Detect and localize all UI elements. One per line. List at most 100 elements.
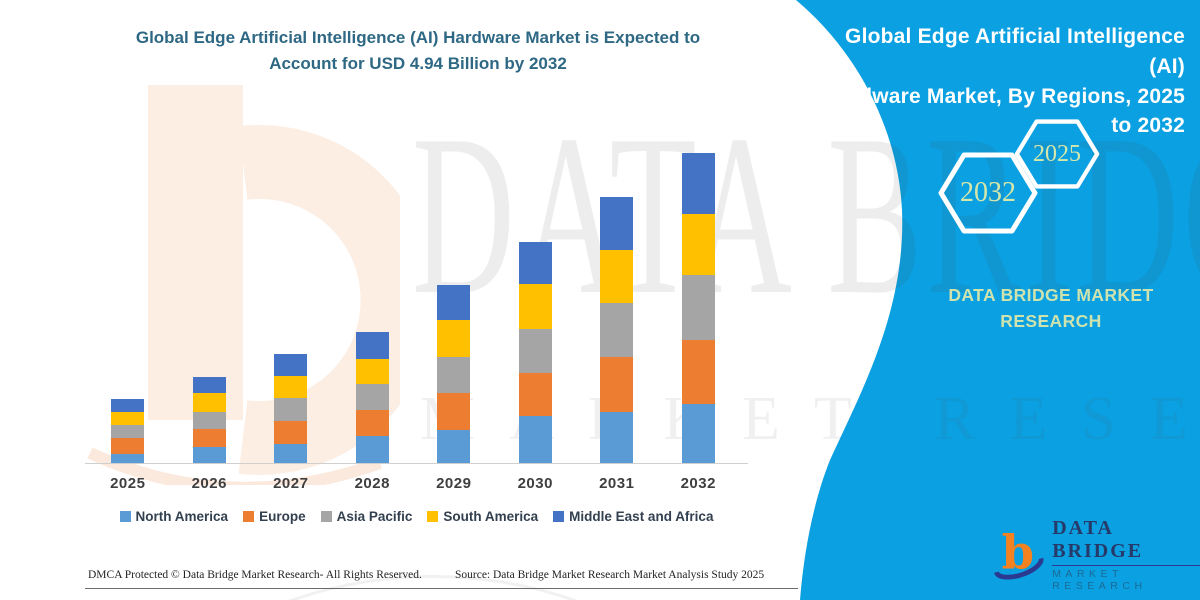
legend-label: Middle East and Africa bbox=[569, 509, 714, 524]
bar-column-2031 bbox=[576, 140, 658, 463]
bar-segment-north-america bbox=[518, 415, 552, 463]
chart-headline: Global Edge Artificial Intelligence (AI)… bbox=[88, 25, 748, 76]
bar-column-2032 bbox=[658, 140, 740, 463]
bar-segment-asia-pacific bbox=[518, 329, 552, 374]
logo-text: DATA BRIDGE MARKET RESEARCH bbox=[1052, 517, 1200, 592]
bar-segment-north-america bbox=[681, 404, 715, 463]
bar-segment-asia-pacific bbox=[355, 383, 389, 410]
bar-segment-north-america bbox=[111, 453, 145, 463]
bar-segment-south-america bbox=[192, 393, 226, 412]
x-axis-label-2028: 2028 bbox=[354, 475, 390, 492]
hexagon-2025-label: 2025 bbox=[1033, 140, 1081, 167]
x-axis-label-2027: 2027 bbox=[273, 475, 309, 492]
bar-segment-middle-east-and-africa bbox=[355, 331, 389, 359]
legend-item-north-america: North America bbox=[119, 509, 229, 524]
x-axis-label-2029: 2029 bbox=[436, 475, 472, 492]
bar-segment-north-america bbox=[600, 412, 634, 463]
bar-column-2029 bbox=[413, 140, 495, 463]
legend-swatch-icon bbox=[119, 511, 131, 522]
source-note: Source: Data Bridge Market Research Mark… bbox=[455, 569, 765, 581]
legend-item-asia-pacific: Asia Pacific bbox=[320, 509, 413, 524]
stacked-bar-2026 bbox=[192, 377, 226, 463]
bar-segment-south-america bbox=[681, 213, 715, 275]
bar-segment-asia-pacific bbox=[274, 398, 308, 421]
bar-segment-north-america bbox=[192, 447, 226, 463]
bar-segment-europe bbox=[681, 340, 715, 405]
hexagon-2032: 2032 bbox=[938, 152, 1038, 234]
databridge-logo: b DATA BRIDGE MARKET RESEARCH bbox=[993, 517, 1200, 592]
teal-panel-shape bbox=[796, 0, 1200, 600]
brand-caption-line1: DATA BRIDGE MARKET bbox=[948, 285, 1154, 305]
bar-segment-north-america bbox=[274, 443, 308, 463]
bar-segment-europe bbox=[274, 420, 308, 444]
x-axis-label-2030: 2030 bbox=[517, 475, 553, 492]
brand-caption-line2: RESEARCH bbox=[1000, 311, 1102, 332]
bar-column-2025 bbox=[87, 140, 169, 463]
brand-caption: DATA BRIDGE MARKET RESEARCH bbox=[912, 282, 1190, 335]
bar-segment-south-america bbox=[437, 319, 471, 357]
legend-item-middle-east-and-africa: Middle East and Africa bbox=[553, 509, 713, 524]
hexagon-icon bbox=[1014, 119, 1100, 189]
stacked-bar-2031 bbox=[600, 196, 634, 463]
bar-segment-europe bbox=[600, 356, 634, 413]
legend-swatch-icon bbox=[427, 511, 439, 522]
hexagon-2032-label: 2032 bbox=[960, 177, 1016, 208]
logo-name: DATA BRIDGE bbox=[1052, 517, 1200, 566]
legend-label: Asia Pacific bbox=[336, 509, 413, 524]
bar-segment-middle-east-and-africa bbox=[437, 284, 471, 320]
bar-segment-europe bbox=[518, 373, 552, 416]
bar-segment-south-america bbox=[274, 375, 308, 399]
bar-column-2028 bbox=[332, 140, 414, 463]
bar-segment-south-america bbox=[518, 284, 552, 330]
hexagon-icon bbox=[938, 152, 1038, 234]
bar-segment-middle-east-and-africa bbox=[600, 196, 634, 251]
legend-label: Europe bbox=[259, 509, 306, 524]
stacked-bar-2027 bbox=[274, 353, 308, 463]
bar-segment-middle-east-and-africa bbox=[192, 377, 226, 394]
bar-segment-europe bbox=[437, 392, 471, 430]
bar-segment-middle-east-and-africa bbox=[111, 399, 145, 412]
right-panel-title-line3: to 2032 bbox=[1111, 114, 1185, 138]
x-axis-label-2032: 2032 bbox=[680, 475, 716, 492]
stacked-bar-2032 bbox=[681, 153, 715, 463]
legend-swatch-icon bbox=[553, 511, 565, 522]
bar-segment-south-america bbox=[111, 411, 145, 426]
legend-swatch-icon bbox=[243, 511, 255, 522]
bar-segment-asia-pacific bbox=[111, 425, 145, 438]
bar-segment-asia-pacific bbox=[681, 274, 715, 341]
bar-segment-asia-pacific bbox=[600, 303, 634, 357]
stacked-bar-2029 bbox=[437, 284, 471, 463]
bar-segment-south-america bbox=[600, 250, 634, 304]
bar-segment-north-america bbox=[437, 429, 471, 463]
right-panel-title: Global Edge Artificial Intelligence (AI)… bbox=[815, 22, 1185, 141]
bar-column-2030 bbox=[495, 140, 577, 463]
bar-column-2027 bbox=[250, 140, 332, 463]
legend-item-south-america: South America bbox=[427, 509, 538, 524]
stacked-bar-2030 bbox=[518, 242, 552, 463]
legend-label: North America bbox=[135, 509, 229, 524]
bar-segment-asia-pacific bbox=[437, 356, 471, 393]
chart-legend: North America Europe Asia Pacific South Ame… bbox=[85, 509, 748, 524]
x-axis-line bbox=[85, 463, 748, 464]
right-panel-title-line2: Hardware Market, By Regions, 2025 bbox=[823, 84, 1185, 108]
x-axis-label-2026: 2026 bbox=[191, 475, 227, 492]
bar-segment-asia-pacific bbox=[192, 411, 226, 430]
right-panel-title-line1: Global Edge Artificial Intelligence (AI) bbox=[845, 25, 1185, 78]
dmca-notice: DMCA Protected © Data Bridge Market Rese… bbox=[88, 569, 422, 581]
legend-label: South America bbox=[443, 509, 539, 524]
footer-divider bbox=[85, 588, 798, 589]
bar-segment-europe bbox=[355, 409, 389, 437]
hexagon-2025: 2025 bbox=[1014, 119, 1100, 189]
bar-segment-south-america bbox=[355, 358, 389, 384]
bar-segment-north-america bbox=[355, 436, 389, 463]
stacked-bar-2028 bbox=[355, 331, 389, 463]
x-axis-label-2025: 2025 bbox=[110, 475, 146, 492]
legend-swatch-icon bbox=[320, 511, 332, 522]
x-axis-labels: 2025 2026 2027 2028 2029 2030 2031 2032 bbox=[87, 475, 739, 492]
databridge-b-icon: b bbox=[994, 525, 1044, 579]
x-axis-label-2031: 2031 bbox=[599, 475, 635, 492]
bar-segment-middle-east-and-africa bbox=[681, 153, 715, 214]
logo-subtitle: MARKET RESEARCH bbox=[1052, 568, 1147, 592]
